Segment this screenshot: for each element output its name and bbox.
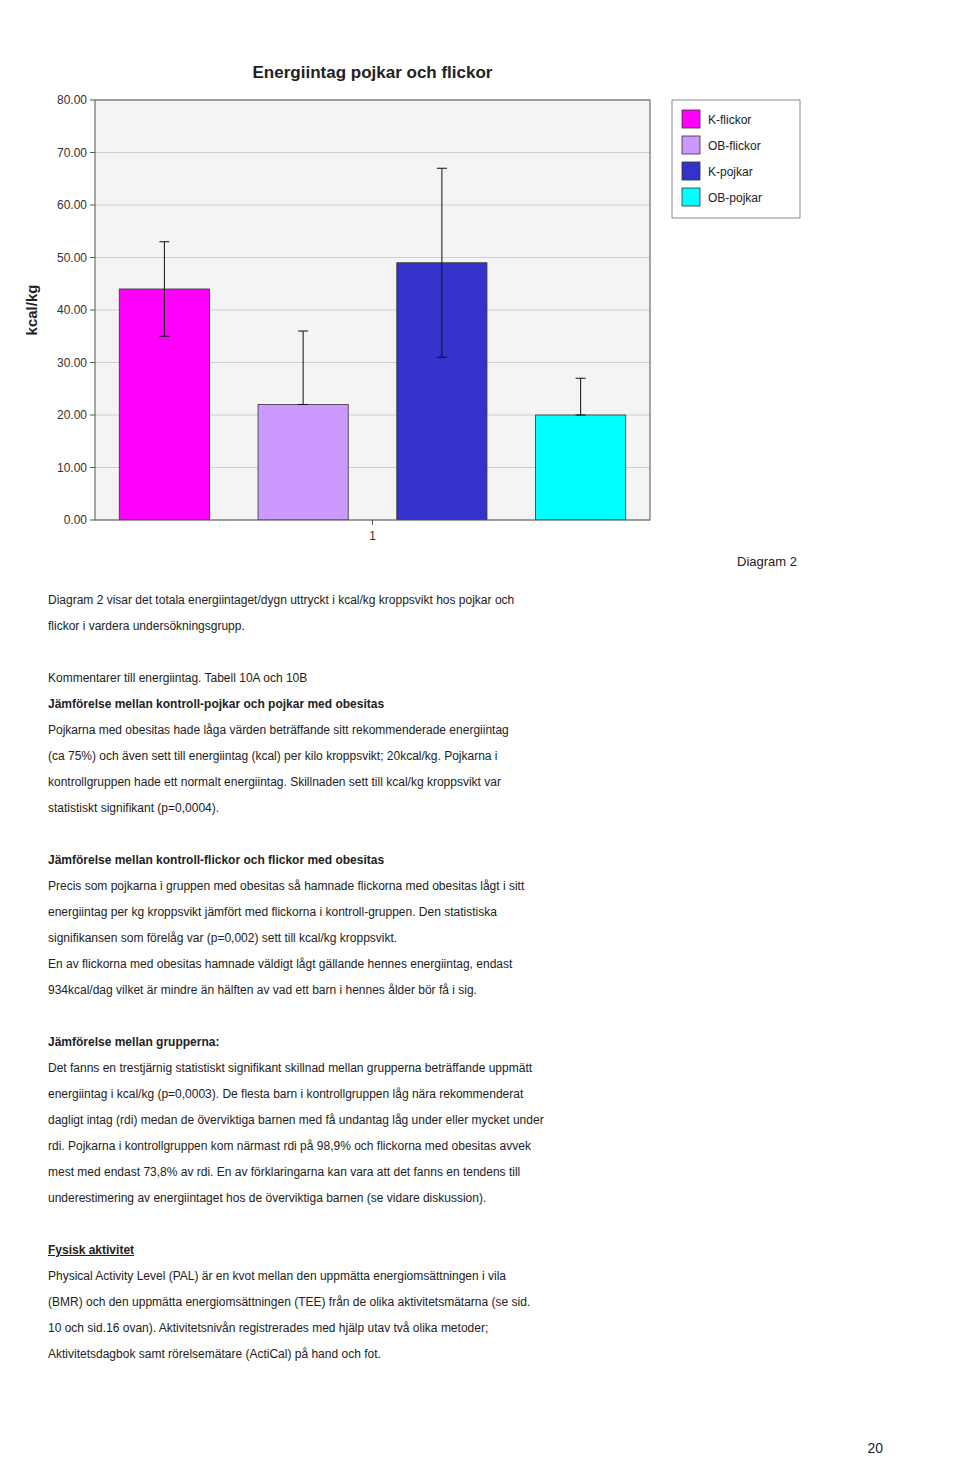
legend-swatch xyxy=(682,162,700,180)
tick-mark xyxy=(90,205,95,206)
tick-label: 60.00 xyxy=(57,198,87,212)
tick-mark xyxy=(90,152,95,153)
legend-label: K-pojkar xyxy=(708,165,753,179)
tick-mark xyxy=(90,415,95,416)
tick-mark xyxy=(372,520,373,525)
legend-label: K-flickor xyxy=(708,113,751,127)
legend-frame xyxy=(672,100,800,218)
legend-label: OB-pojkar xyxy=(708,191,762,205)
error-bar xyxy=(576,378,586,415)
error-cap xyxy=(298,404,308,405)
tick-label: 80.00 xyxy=(57,93,87,107)
grid-line xyxy=(95,257,650,258)
annotation: Diagram 2 xyxy=(737,554,797,569)
error-bar xyxy=(437,168,447,357)
tick-mark xyxy=(90,467,95,468)
tick-mark xyxy=(90,310,95,311)
error-cap xyxy=(437,357,447,358)
body-text-line: (BMR) och den uppmätta energiomsättninge… xyxy=(48,1294,530,1310)
body-text-line: Det fanns en trestjärnig statistiskt sig… xyxy=(48,1060,532,1076)
bars xyxy=(119,168,625,520)
tick-label: 50.00 xyxy=(57,251,87,265)
error-line xyxy=(164,242,165,337)
tick-label: 0.00 xyxy=(64,513,88,527)
tick-label: 40.00 xyxy=(57,303,87,317)
bar xyxy=(536,415,626,520)
body-text-line: energiintag i kcal/kg (p=0,0003). De fle… xyxy=(48,1086,523,1102)
body-text-line: Diagram 2 visar det totala energiintaget… xyxy=(48,592,514,608)
error-cap xyxy=(576,415,586,416)
tick-label: 1 xyxy=(369,529,376,543)
y-axis: 0.00 10.00 20.00 30.00 40.00 50.00 60.00 70.00 8… xyxy=(57,93,650,527)
error-bar xyxy=(159,242,169,337)
body-text-line: Kommentarer till energiintag. Tabell 10A… xyxy=(48,670,307,686)
body-text-line: Precis som pojkarna i gruppen med obesit… xyxy=(48,878,524,894)
body-text-line: Jämförelse mellan grupperna: xyxy=(48,1034,219,1050)
tick-mark xyxy=(90,257,95,258)
error-cap xyxy=(437,168,447,169)
tick-label: 10.00 xyxy=(57,461,87,475)
body-text-line: Pojkarna med obesitas hade låga värden b… xyxy=(48,722,509,738)
tick-mark xyxy=(90,520,95,521)
body-text-line: flickor i vardera undersökningsgrupp. xyxy=(48,618,245,634)
body-text-line: Aktivitetsdagbok samt rörelsemätare (Act… xyxy=(48,1346,381,1362)
error-cap xyxy=(576,378,586,379)
body-text-line: Jämförelse mellan kontroll-pojkar och po… xyxy=(48,696,384,712)
error-bar xyxy=(298,331,308,405)
page-number: 20 xyxy=(867,1440,883,1456)
body-text-line: (ca 75%) och även sett till energiintag … xyxy=(48,748,498,764)
grid-line xyxy=(95,152,650,153)
plot-frame xyxy=(95,100,650,520)
tick-mark xyxy=(90,362,95,363)
error-line xyxy=(580,378,581,415)
error-line xyxy=(441,168,442,357)
error-line xyxy=(303,331,304,405)
tick-label: 70.00 xyxy=(57,146,87,160)
body-text-line: 934kcal/dag vilket är mindre än hälften … xyxy=(48,982,477,998)
legend-label: OB-flickor xyxy=(708,139,761,153)
body-text-line: dagligt intag (rdi) medan de överviktiga… xyxy=(48,1112,544,1128)
error-cap xyxy=(159,241,169,242)
legend: K-flickor OB-flickor K-pojkar OB-pojkar xyxy=(672,100,800,218)
body-text-line: kontrollgruppen hade ett normalt energii… xyxy=(48,774,501,790)
body-text-line: signifikansen som förelåg var (p=0,002) … xyxy=(48,930,397,946)
body-text-line: Fysisk aktivitet xyxy=(48,1242,134,1258)
tick-label: 30.00 xyxy=(57,356,87,370)
legend-swatch xyxy=(682,110,700,128)
error-cap xyxy=(159,336,169,337)
body-text-line: En av flickorna med obesitas hamnade väl… xyxy=(48,956,512,972)
chart: Energiintag pojkar och flickor 0.00 10.00 2… xyxy=(0,0,960,580)
axis-label: kcal/kg xyxy=(23,285,40,336)
title: Energiintag pojkar och flickor xyxy=(253,63,493,82)
body-text-line: mest med endast 73,8% av rdi. En av förk… xyxy=(48,1164,520,1180)
body-text-line: 10 och sid.16 ovan). Aktivitetsnivån reg… xyxy=(48,1320,488,1336)
body-text-line: underestimering av energiintaget hos de … xyxy=(48,1190,486,1206)
body-text-line: energiintag per kg kroppsvikt jämfört me… xyxy=(48,904,497,920)
bar xyxy=(258,405,348,521)
legend-swatch xyxy=(682,136,700,154)
body-text-line: Physical Activity Level (PAL) är en kvot… xyxy=(48,1268,506,1284)
body-text-line: statistiskt signifikant (p=0,0004). xyxy=(48,800,219,816)
error-cap xyxy=(298,331,308,332)
tick-mark xyxy=(90,100,95,101)
plot-background xyxy=(95,100,650,520)
legend-swatch xyxy=(682,188,700,206)
body-text-line: rdi. Pojkarna i kontrollgruppen kom närm… xyxy=(48,1138,531,1154)
grid-line xyxy=(95,205,650,206)
body-text-line: Jämförelse mellan kontroll-flickor och f… xyxy=(48,852,384,868)
tick-label: 20.00 xyxy=(57,408,87,422)
